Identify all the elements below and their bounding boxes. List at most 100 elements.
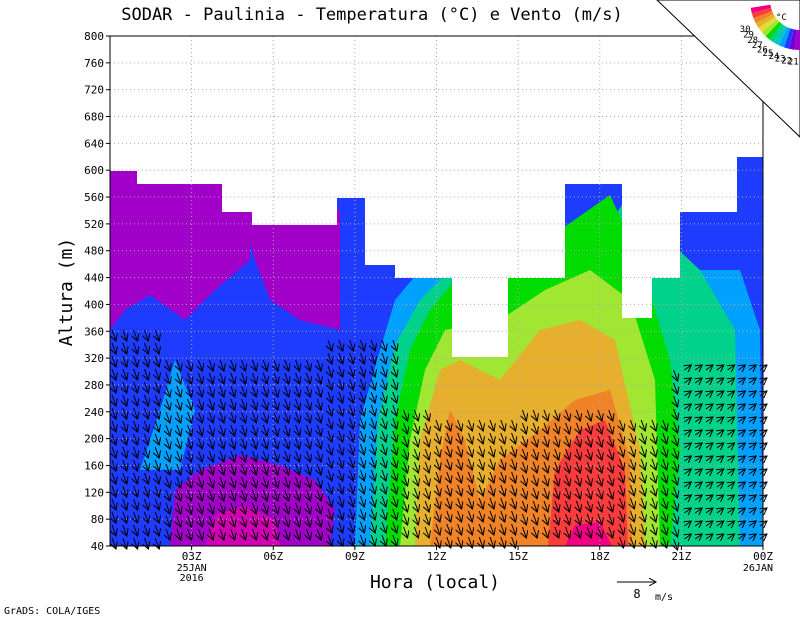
wind-arrow — [695, 482, 702, 487]
wind-arrow — [458, 458, 462, 470]
wind-arrow — [728, 443, 735, 448]
wind-arrow — [339, 404, 343, 416]
wind-arrow — [458, 471, 462, 483]
wind-arrow — [231, 463, 235, 475]
wind-arrow — [134, 511, 138, 523]
wind-arrow — [404, 500, 408, 512]
wind-arrow — [166, 515, 170, 527]
wind-arrow — [684, 482, 691, 487]
wind-arrow — [306, 385, 310, 397]
wind-arrow — [382, 456, 386, 468]
wind-arrow — [220, 437, 224, 449]
wind-arrow — [695, 456, 702, 461]
wind-arrow — [620, 432, 624, 444]
y-tick-label: 360 — [84, 325, 104, 338]
wind-arrow — [738, 430, 745, 435]
wind-arrow — [339, 495, 343, 507]
wind-arrow — [155, 420, 159, 432]
wind-arrow — [447, 484, 451, 496]
wind-arrow — [306, 372, 310, 384]
wind-arrow — [220, 515, 224, 527]
wind-arrow — [274, 385, 278, 397]
legend-swatch — [783, 28, 794, 49]
wind-arrow — [306, 450, 310, 462]
wind-arrow — [155, 472, 159, 484]
wind-arrow — [155, 355, 159, 367]
wind-arrow — [414, 474, 418, 486]
wind-arrow — [587, 448, 591, 460]
wind-reference: 8 m/s — [617, 582, 673, 603]
wind-arrow — [522, 409, 526, 421]
wind-arrow — [436, 497, 440, 509]
wind-arrow — [112, 420, 116, 432]
wind-arrow — [479, 523, 483, 535]
wind-arrow — [328, 456, 332, 468]
wind-arrow — [674, 525, 678, 537]
wind-arrow — [123, 511, 127, 523]
wind-arrow — [317, 463, 321, 475]
wind-arrow — [328, 521, 332, 533]
wind-arrow — [360, 417, 364, 429]
wind-arrow — [566, 500, 570, 512]
wind-arrow — [479, 419, 483, 431]
wind-arrow — [198, 528, 202, 540]
wind-arrow — [630, 471, 634, 483]
wind-arrow — [458, 419, 462, 431]
wind-arrow — [566, 448, 570, 460]
wind-arrow — [641, 445, 645, 457]
wind-arrow — [177, 372, 181, 384]
wind-arrow — [371, 495, 375, 507]
wind-arrow — [674, 460, 678, 472]
wind-arrow — [393, 365, 397, 377]
wind-arrow — [209, 398, 213, 410]
wind-arrow — [350, 482, 354, 494]
wind-arrow — [177, 463, 181, 475]
wind-arrow — [328, 391, 332, 403]
wind-arrow — [512, 497, 516, 509]
wind-arrow — [404, 487, 408, 499]
x-tick-label: 00Z — [753, 550, 773, 563]
y-tick-label: 120 — [84, 486, 104, 499]
wind-arrow — [468, 419, 472, 431]
wind-arrow — [166, 359, 170, 371]
wind-arrow — [263, 424, 267, 436]
wind-arrow — [587, 500, 591, 512]
x-tick-label: 03Z — [182, 550, 202, 563]
wind-arrow — [609, 513, 613, 525]
wind-arrow — [674, 447, 678, 459]
wind-arrow — [425, 448, 429, 460]
wind-arrow — [695, 469, 702, 474]
wind-arrow — [166, 437, 170, 449]
wind-arrow — [209, 385, 213, 397]
wind-arrow — [350, 352, 354, 364]
wind-arrow — [134, 355, 138, 367]
wind-arrow — [436, 458, 440, 470]
wind-arrow — [447, 445, 451, 457]
wind-arrow — [328, 508, 332, 520]
wind-arrow — [717, 456, 724, 461]
wind-arrow — [209, 372, 213, 384]
wind-arrow — [339, 352, 343, 364]
wind-arrow — [425, 474, 429, 486]
legend-level-label: 22 — [781, 57, 792, 67]
wind-arrow — [717, 417, 724, 422]
wind-arrow — [576, 487, 580, 499]
wind-arrow — [382, 430, 386, 442]
wind-arrow — [695, 508, 702, 513]
wind-arrow — [263, 515, 267, 527]
wind-arrow — [609, 435, 613, 447]
wind-arrow — [512, 471, 516, 483]
wind-arrow — [738, 404, 745, 409]
wind-arrow — [393, 378, 397, 390]
wind-arrow — [630, 458, 634, 470]
wind-arrow — [684, 378, 691, 383]
wind-arrow — [134, 420, 138, 432]
wind-arrow — [252, 359, 256, 371]
wind-arrow — [684, 430, 691, 435]
wind-arrow — [209, 502, 213, 514]
wind-arrow — [587, 422, 591, 434]
wind-arrow — [306, 411, 310, 423]
wind-arrow — [382, 404, 386, 416]
wind-arrow — [393, 482, 397, 494]
